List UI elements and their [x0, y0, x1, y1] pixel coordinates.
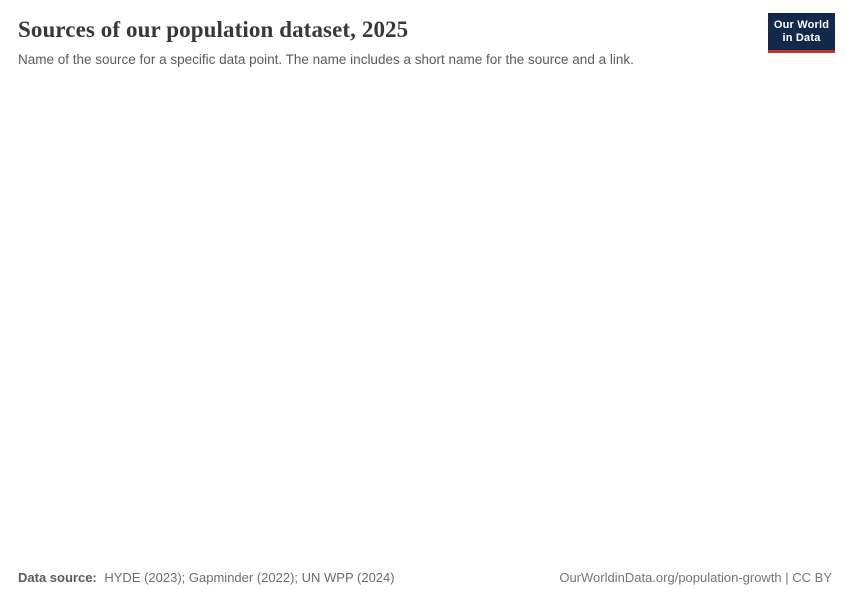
chart-subtitle: Name of the source for a specific data p… [18, 51, 634, 67]
chart-footer: Data source: HYDE (2023); Gapminder (202… [18, 570, 832, 586]
chart-title: Sources of our population dataset, 2025 [18, 17, 409, 42]
owid-logo[interactable]: Our World in Data [768, 13, 835, 53]
owid-logo-line2: in Data [782, 31, 821, 44]
origin-url-license-link[interactable]: OurWorldinData.org/population-growth | C… [559, 570, 832, 586]
owid-logo-line1: Our World [773, 18, 830, 31]
data-source-link[interactable]: Data source: HYDE (2023); Gapminder (202… [18, 570, 395, 586]
chart-header: Sources of our population dataset, 2025 … [0, 0, 850, 68]
chart-plot-area-empty [0, 80, 850, 555]
data-source-label: Data source: [18, 570, 97, 586]
data-source-value: HYDE (2023); Gapminder (2022); UN WPP (2… [104, 570, 395, 586]
